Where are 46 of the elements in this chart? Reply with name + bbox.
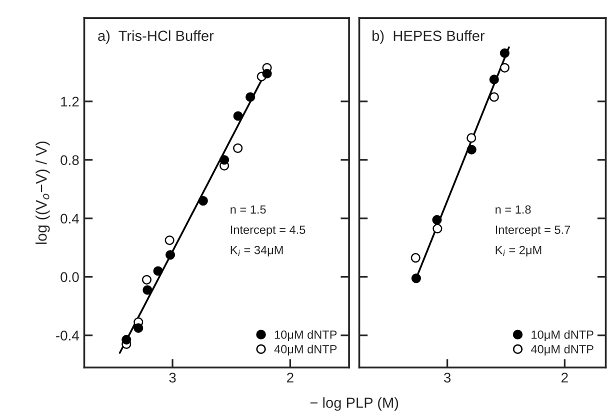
point <box>142 285 152 295</box>
legend-label: 40μM dNTP <box>274 344 337 356</box>
annotation: K$_{i}$ = 2μM <box>496 246 542 256</box>
point <box>198 196 208 206</box>
point <box>410 253 420 263</box>
annotation: Intercept = 4.5 <box>230 226 306 236</box>
point <box>122 334 132 345</box>
x-axis-title: − log PLP (M) <box>310 397 398 411</box>
point <box>500 48 510 58</box>
point <box>165 250 176 260</box>
y-tick-label: 0.4 <box>60 214 79 224</box>
y-tick-label: 0.8 <box>60 155 79 166</box>
annotation: n = 1.5 <box>230 205 266 214</box>
point <box>500 62 510 73</box>
annotation: K$_{i}$ = 34μM <box>230 246 283 256</box>
point <box>153 266 163 276</box>
legend-label: 40μM dNTP <box>531 344 594 356</box>
point <box>466 133 476 143</box>
annotation: n = 1.8 <box>496 205 531 214</box>
point <box>134 323 144 333</box>
legend-label: 10μM dNTP <box>532 330 594 341</box>
text: a) Tris-HCl Buffer <box>98 30 214 44</box>
x-tick-label: 2 <box>287 372 294 382</box>
point <box>164 236 174 246</box>
legend-label: 10μM dNTP <box>274 330 337 341</box>
point <box>489 92 499 102</box>
y-tick-label: -0.4 <box>56 330 79 341</box>
point <box>411 274 421 284</box>
annotation: Intercept = 5.7 <box>496 226 570 236</box>
point <box>489 74 499 84</box>
point <box>432 224 442 234</box>
text: b) HEPES Buffer <box>372 30 485 44</box>
point <box>233 143 243 153</box>
point <box>233 111 243 121</box>
y-axis-title: log ((V$_{o}$−V) / V) <box>36 142 50 244</box>
x-tick-label: 2 <box>562 372 568 382</box>
x-tick-label: 3 <box>444 372 451 383</box>
x-tick-label: 3 <box>169 372 176 383</box>
point <box>432 215 442 225</box>
y-tick-label: 1.2 <box>61 96 79 106</box>
point <box>220 155 230 165</box>
point <box>262 68 272 78</box>
point <box>246 92 256 102</box>
point <box>142 274 152 285</box>
point <box>466 144 476 154</box>
y-tick-label: 0.0 <box>60 272 79 282</box>
